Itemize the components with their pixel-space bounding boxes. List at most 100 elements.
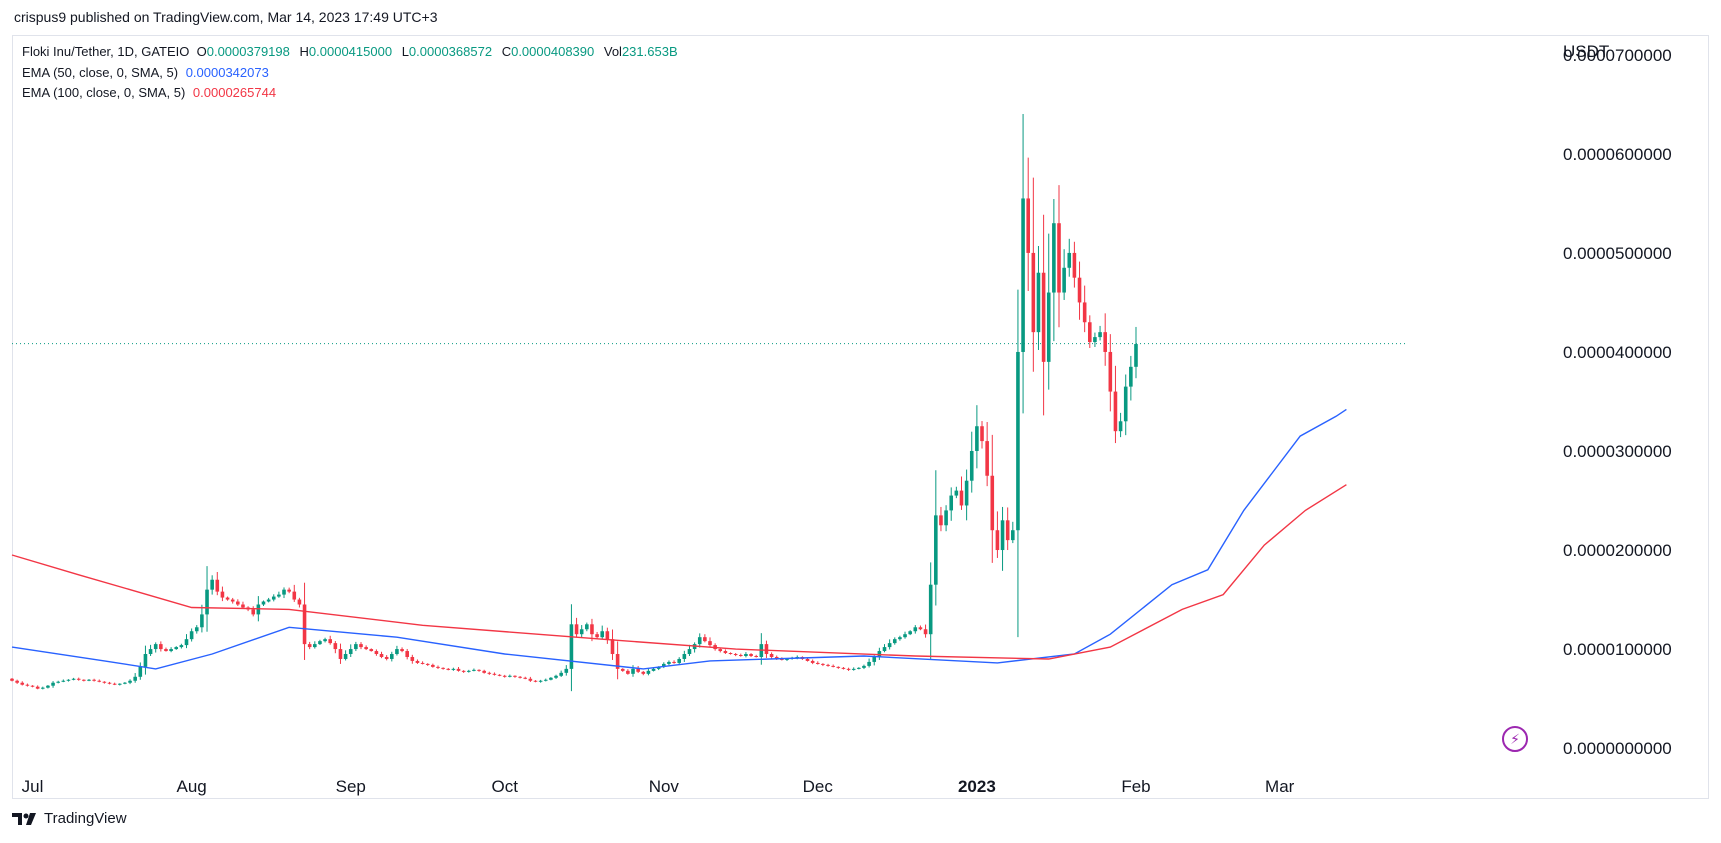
legend-ema100-label: EMA (100, close, 0, SMA, 5) [22, 85, 186, 100]
candle-body [236, 601, 240, 605]
candle-body [610, 639, 615, 655]
candle-body [928, 584, 933, 635]
candle-body [898, 637, 902, 640]
candle-body [364, 647, 368, 650]
legend-ema50-value: 0.0000342073 [185, 65, 269, 80]
candle-body [723, 651, 728, 654]
candle-body [944, 510, 948, 526]
candle-body [318, 641, 322, 645]
candle-body [805, 658, 810, 661]
candle-body [585, 624, 589, 630]
candle-body [184, 639, 189, 646]
candle-body [174, 647, 179, 650]
candle-body [892, 639, 897, 644]
candle-body [1041, 272, 1046, 362]
candle-body [225, 597, 230, 600]
candle-body [728, 653, 733, 655]
y-tick-label: 0.0000000000 [1563, 739, 1672, 758]
lightning-icon[interactable]: ⚡ [1502, 726, 1528, 752]
candle-body [620, 668, 625, 671]
candle-body [528, 678, 533, 681]
tradingview-logo-icon [12, 812, 36, 825]
x-tick-label: Jul [22, 777, 44, 796]
candle-body [497, 674, 502, 676]
legend-c-label: C [501, 44, 512, 59]
candle-body [287, 589, 291, 592]
candle-body [1036, 272, 1041, 333]
y-tick-label: 0.0000200000 [1563, 541, 1672, 560]
x-tick-label: Sep [336, 777, 366, 796]
candle-body [857, 667, 861, 669]
candle-body [1134, 344, 1138, 367]
candle-body [405, 651, 409, 657]
candle-body [954, 490, 959, 496]
legend-h-value: 0.0000415000 [308, 44, 393, 59]
candle-body [472, 669, 476, 671]
candle-body [389, 654, 394, 659]
candle-body [882, 647, 887, 652]
legend-vol-label: Vol [603, 44, 622, 59]
x-tick-label: Feb [1121, 777, 1150, 796]
candle-body [143, 654, 148, 667]
candle-body [51, 682, 55, 686]
candle-body [441, 667, 445, 669]
candle-body [923, 629, 928, 635]
candle-body [210, 579, 214, 590]
candle-body [164, 649, 168, 652]
legend-o-value: 0.0000379198 [206, 44, 290, 59]
candle-body [343, 654, 348, 659]
candle-body [605, 631, 610, 640]
candle-body [1000, 520, 1005, 551]
candle-body [76, 678, 81, 680]
legend-vol-value: 231.653B [621, 44, 678, 59]
candle-body [87, 679, 91, 681]
legend-h-label: H [299, 44, 309, 59]
y-tick-label: 0.0000500000 [1563, 244, 1672, 263]
candle-body [302, 604, 307, 645]
candle-body [646, 670, 651, 674]
candle-body [590, 624, 594, 635]
candle-body [313, 644, 317, 648]
candle-body [102, 681, 107, 683]
candle-body [461, 670, 466, 672]
candle-body [508, 675, 512, 677]
candle-body [307, 644, 312, 648]
candle-body [379, 654, 384, 657]
candle-body [66, 679, 71, 681]
candle-body [492, 673, 497, 675]
candle-body [749, 654, 753, 656]
x-axis-ticks: Jul Aug Sep Oct Nov Dec 2023 Feb Mar [22, 777, 1295, 796]
tradingview-brand[interactable]: TradingView [12, 810, 127, 827]
candle-body [533, 680, 538, 682]
candle-body [708, 641, 712, 646]
candle-body [518, 676, 522, 678]
candle-body [92, 679, 96, 681]
candle-body [975, 426, 979, 451]
legend-c-value: 0.0000408390 [511, 44, 595, 59]
legend-l-label: L [401, 44, 409, 59]
candle-body [549, 677, 553, 680]
candle-body [703, 637, 707, 642]
candle-body [487, 672, 492, 674]
legend-ema100: EMA (100, close, 0, SMA, 5) 0.0000265744 [22, 85, 282, 100]
y-tick-label: 0.0000300000 [1563, 442, 1672, 461]
candle-body [651, 668, 656, 671]
currency-label: USDT [1563, 42, 1610, 61]
x-tick-label: Nov [649, 777, 680, 796]
candle-body [600, 631, 605, 638]
candle-body [641, 671, 646, 674]
legend-ema100-value: 0.0000265744 [192, 85, 277, 100]
candle-body [995, 530, 1000, 551]
candle-body [754, 655, 758, 657]
candle-body [466, 670, 471, 672]
y-tick-label: 0.0000100000 [1563, 640, 1672, 659]
candle-body [1118, 421, 1123, 432]
candle-body [1123, 386, 1128, 422]
candle-body [851, 668, 856, 670]
brand-label: TradingView [44, 810, 127, 827]
candle-body [420, 662, 425, 664]
candle-body [348, 649, 353, 655]
candle-body [1077, 277, 1082, 303]
candle-body [615, 654, 620, 669]
